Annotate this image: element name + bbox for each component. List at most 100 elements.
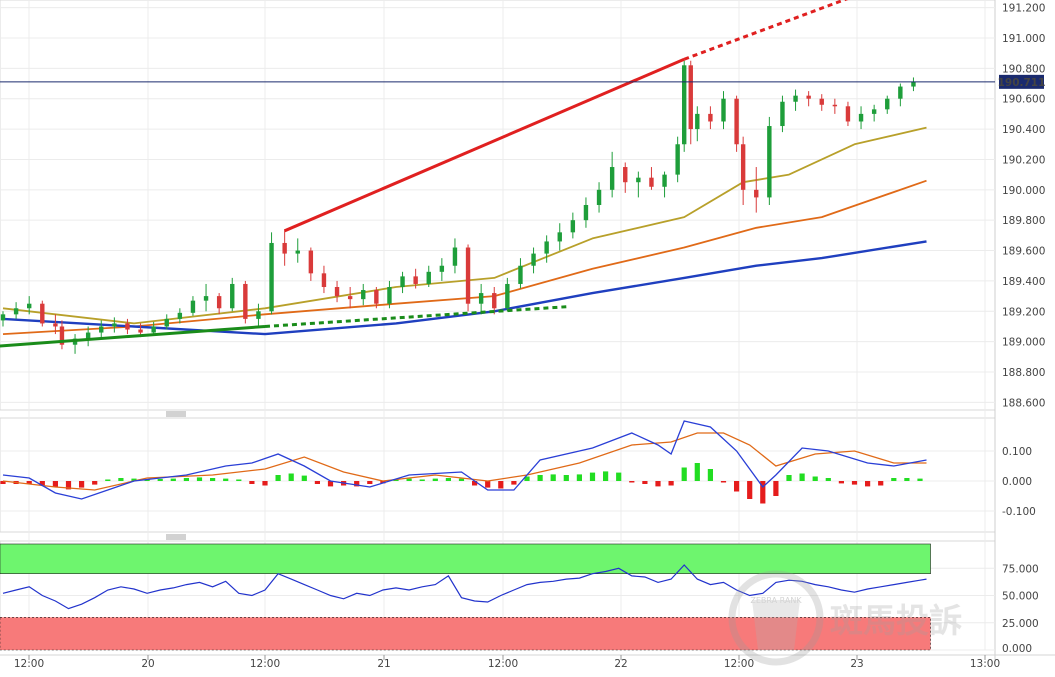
candle-body <box>256 311 261 319</box>
macd-histogram-bar <box>694 463 700 481</box>
candle-body <box>413 276 418 284</box>
macd-histogram-bar <box>380 481 386 484</box>
candle-body <box>243 283 248 319</box>
macd-histogram-bar <box>734 481 740 492</box>
price-y-tick-label: 190.800 <box>1002 63 1045 75</box>
macd-histogram-bar <box>105 479 111 481</box>
moving-average-line <box>2 126 927 325</box>
candle-body <box>695 113 700 130</box>
candle-body <box>400 276 405 287</box>
candle-body <box>347 296 353 300</box>
macd-histogram-bar <box>92 481 98 485</box>
candle-body <box>59 326 65 345</box>
rsi-zones <box>0 543 931 651</box>
candle-body <box>819 98 824 105</box>
macd-y-tick-label: 0.000 <box>1002 476 1032 488</box>
macd-histogram-bar <box>589 472 596 481</box>
macd-y-tick-label: -0.100 <box>1002 506 1036 518</box>
candle-body <box>871 109 877 114</box>
candle-body <box>0 314 6 321</box>
candle-body <box>216 296 222 309</box>
candle-body <box>911 82 916 87</box>
candle-body <box>740 144 746 190</box>
candle-body <box>734 98 739 145</box>
macd-histogram-bar <box>760 481 766 504</box>
candle-body <box>492 293 497 309</box>
candle-body <box>623 167 628 183</box>
macd-histogram-bar <box>681 467 687 481</box>
candle-body <box>321 273 327 287</box>
price-y-tick-label: 190.000 <box>1002 185 1045 197</box>
rsi-y-tick-label: 75.000 <box>1002 563 1039 575</box>
macd-histogram-bar <box>550 474 556 481</box>
candle-body <box>609 167 615 190</box>
macd-histogram-bar <box>642 481 648 484</box>
macd-histogram-bar <box>210 478 216 481</box>
macd-histogram-bar <box>183 478 189 481</box>
macd-line <box>2 420 927 500</box>
candle-body <box>426 271 431 284</box>
rsi-y-tick-label: 0.000 <box>1002 643 1032 655</box>
candle-body <box>518 265 523 284</box>
candle-body <box>688 65 693 130</box>
candle-body <box>53 323 58 327</box>
price-y-tick-label: 189.800 <box>1002 215 1045 227</box>
macd-y-tick-label: 0.100 <box>1002 446 1032 458</box>
macd-histogram-bar <box>39 481 45 486</box>
macd-histogram-bar <box>157 478 163 481</box>
x-tick-label: 22 <box>614 658 627 670</box>
macd-histogram-bar <box>511 481 517 485</box>
macd-panel-frame <box>0 417 996 533</box>
macd-histogram-bar <box>799 473 805 481</box>
price-y-tick-label: 189.000 <box>1002 337 1045 349</box>
x-tick-label: 12:00 <box>488 658 518 670</box>
moving-average-line <box>2 240 927 336</box>
macd-histogram-bar <box>170 478 176 481</box>
macd-histogram-bar <box>288 473 294 481</box>
macd-histogram-bar <box>367 481 373 484</box>
candle-body <box>885 98 890 110</box>
candle-body <box>780 101 785 127</box>
candle-body <box>754 189 759 198</box>
candle-body <box>269 242 274 312</box>
candle-body <box>85 332 91 339</box>
macd-histogram-bar <box>223 478 229 481</box>
x-tick-label: 12:00 <box>724 658 754 670</box>
macd-histogram-bar <box>786 475 792 481</box>
macd-histogram-bar <box>406 478 412 481</box>
candle-body <box>465 247 471 304</box>
macd-histogram-bar <box>52 481 58 487</box>
macd-histogram-bar <box>144 479 150 481</box>
candle-body <box>361 290 366 300</box>
trendline <box>264 305 567 328</box>
macd-histogram-bar <box>655 481 661 487</box>
price-y-tick-label: 190.200 <box>1002 154 1045 166</box>
rsi-overbought-zone <box>0 543 931 575</box>
candle-body <box>662 174 667 187</box>
x-tick-label: 21 <box>377 658 390 670</box>
candle-body <box>596 189 602 205</box>
macd-histogram-bar <box>629 481 635 483</box>
candle-body <box>308 250 314 274</box>
macd-histogram-bar <box>537 475 543 481</box>
candle-body <box>898 86 903 99</box>
macd-histogram-bar <box>314 481 320 484</box>
macd-histogram-bar <box>904 478 910 481</box>
candle-body <box>164 318 169 327</box>
watermark-emblem <box>728 570 824 666</box>
macd-histogram-bar <box>485 481 491 488</box>
candle-body <box>636 177 641 183</box>
price-panel-frame <box>0 0 996 411</box>
x-tick-label: 12:00 <box>250 658 280 670</box>
macd-histogram-bar <box>419 479 425 481</box>
candle-body <box>13 308 19 315</box>
macd-histogram-bar <box>878 481 884 486</box>
macd-histogram-bar <box>445 478 451 481</box>
candle-body <box>138 329 143 333</box>
macd-histogram-bar <box>65 481 72 490</box>
macd-histogram-bar <box>747 481 753 499</box>
macd-histogram-bar <box>301 475 307 481</box>
macd-histogram-bar <box>616 472 622 481</box>
macd-histogram-bar <box>275 475 281 481</box>
